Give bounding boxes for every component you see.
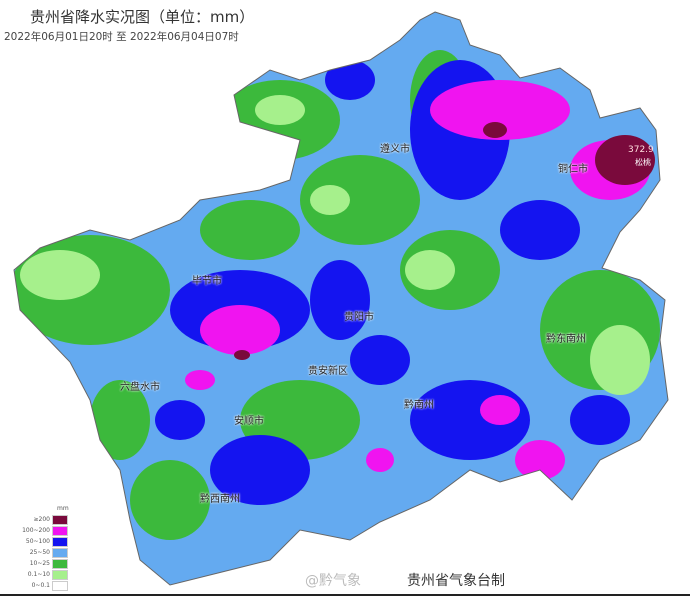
legend-item: 25~50 (24, 548, 68, 558)
credit-text: 贵州省气象台制 (407, 573, 505, 589)
legend-item: 100~200 (22, 526, 68, 536)
city-label: 贵安新区 (308, 366, 348, 377)
city-label: 遵义市 (380, 144, 410, 155)
city-label: 黔东南州 (546, 334, 586, 345)
city-label: 毕节市 (192, 276, 222, 287)
legend-item: 0.1~10 (24, 570, 68, 580)
city-label: 安顺市 (234, 416, 264, 427)
city-label: 黔南州 (404, 400, 434, 411)
weibo-watermark: @黔气象 (305, 573, 361, 589)
max-precip-station: 松桃 (635, 158, 651, 167)
city-label: 黔西南州 (200, 494, 240, 505)
city-label: 贵阳市 (344, 312, 374, 323)
max-precip-value: 372.9 (628, 145, 654, 155)
bottom-border (0, 594, 690, 596)
legend-item: 0~0.1 (24, 581, 68, 591)
map-time-range: 2022年06月01日20时 至 2022年06月04日07时 (4, 31, 239, 43)
city-label: 六盘水市 (120, 382, 160, 393)
city-label: 铜仁市 (558, 164, 588, 175)
legend-unit: mm (57, 505, 69, 512)
legend-item: ≥200 (24, 515, 68, 525)
legend-item: 10~25 (24, 559, 68, 569)
map-title: 贵州省降水实况图（单位：mm） (30, 8, 255, 26)
legend-item: 50~100 (24, 537, 68, 547)
